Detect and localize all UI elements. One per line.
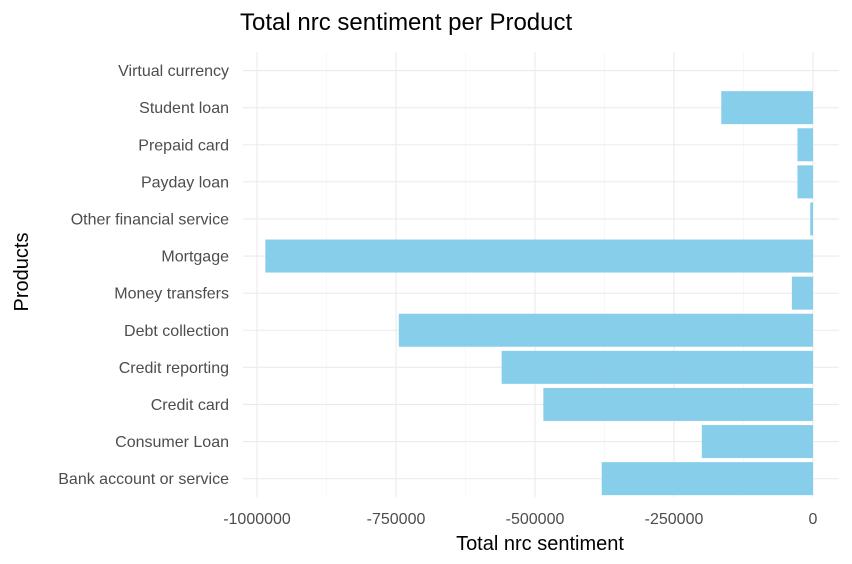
bar-credit-card xyxy=(543,387,813,421)
bar-mortgage xyxy=(265,239,814,273)
bar-payday-loan xyxy=(797,165,813,199)
x-tick-label: 0 xyxy=(809,511,818,528)
x-tick-label: -500000 xyxy=(506,511,565,528)
y-tick-label: Credit card xyxy=(151,397,229,414)
bar-debt-collection xyxy=(398,313,813,347)
y-tick-label: Payday loan xyxy=(141,174,229,191)
x-tick-label: -750000 xyxy=(367,511,426,528)
bar-money-transfers xyxy=(791,276,813,310)
bar-credit-reporting xyxy=(501,350,813,384)
y-tick-label: Student loan xyxy=(139,100,229,117)
chart-title: Total nrc sentiment per Product xyxy=(240,9,572,36)
y-tick-label: Money transfers xyxy=(114,286,229,303)
y-tick-label: Consumer Loan xyxy=(115,434,229,451)
x-tick-label: -250000 xyxy=(645,511,704,528)
y-tick-label: Mortgage xyxy=(161,249,229,266)
y-tick-label: Credit reporting xyxy=(119,360,229,377)
bar-bank-account-or-service xyxy=(601,462,813,496)
y-tick-label: Virtual currency xyxy=(118,63,229,80)
x-tick-labels: -1000000 -750000 -500000 -250000 0 xyxy=(223,511,817,528)
x-axis-title: Total nrc sentiment xyxy=(456,533,624,555)
y-tick-label: Other financial service xyxy=(71,211,229,228)
bars xyxy=(265,91,814,496)
bar-consumer-loan xyxy=(701,425,813,459)
x-tick-label: -1000000 xyxy=(223,511,291,528)
y-tick-label: Bank account or service xyxy=(58,471,229,488)
bar-prepaid-card xyxy=(797,128,813,162)
y-axis-title: Products xyxy=(11,233,33,312)
y-tick-labels: Bank account or service Consumer Loan Cred… xyxy=(58,63,229,488)
bar-student-loan xyxy=(721,91,813,125)
bar-other-financial-service xyxy=(810,202,813,236)
y-tick-label: Debt collection xyxy=(124,323,229,340)
y-tick-label: Prepaid card xyxy=(138,137,229,154)
